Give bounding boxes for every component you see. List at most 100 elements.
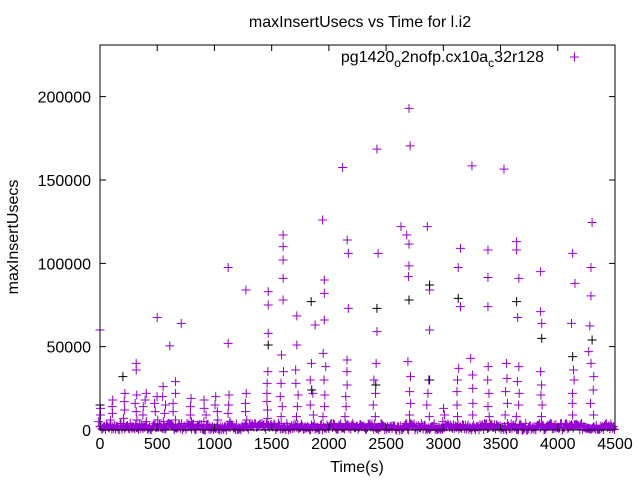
data-point (278, 242, 288, 252)
data-point (152, 313, 162, 322)
data-point (241, 388, 251, 398)
data-point (452, 387, 462, 397)
data-point (293, 390, 303, 400)
data-point (425, 280, 435, 290)
data-point (201, 410, 211, 420)
data-point (292, 311, 302, 321)
data-point (568, 365, 578, 375)
data-point (404, 295, 414, 305)
data-point (537, 380, 547, 390)
data-point (403, 272, 413, 282)
data-point (343, 303, 353, 313)
data-point (586, 398, 596, 408)
data-point (168, 398, 178, 408)
data-point (369, 375, 379, 385)
data-point (589, 410, 599, 420)
data-point (483, 273, 493, 282)
y-tick-label: 0 (82, 423, 91, 440)
data-point (140, 395, 150, 405)
data-point (483, 375, 493, 385)
data-point (211, 392, 221, 402)
data-point (453, 293, 463, 303)
data-point (425, 325, 435, 335)
data-point (425, 375, 435, 385)
data-point (223, 408, 233, 418)
data-point (224, 390, 234, 400)
data-point (404, 239, 414, 249)
data-point (536, 367, 546, 377)
data-point (119, 397, 129, 407)
data-point (199, 417, 209, 427)
data-point (396, 222, 406, 232)
data-point (483, 362, 493, 372)
data-point (263, 413, 273, 423)
data-point (138, 402, 148, 412)
data-point (130, 398, 140, 408)
data-point (537, 318, 547, 328)
data-point (511, 412, 521, 422)
data-point (452, 400, 462, 410)
data-point (514, 362, 524, 372)
data-point (278, 273, 288, 283)
data-point (171, 388, 181, 398)
data-point (405, 141, 415, 151)
data-point (499, 164, 509, 174)
data-point (567, 398, 577, 408)
data-point (422, 222, 432, 232)
data-point (186, 393, 196, 403)
data-point (213, 415, 223, 425)
data-point (456, 243, 465, 253)
x-tick-label: 3000 (426, 436, 462, 453)
data-point (306, 358, 316, 368)
data-point (452, 412, 462, 422)
data-point (275, 392, 285, 402)
data-point (514, 420, 524, 430)
data-point (608, 423, 618, 433)
data-point (158, 392, 168, 402)
data-point (567, 318, 577, 328)
legend: pg1420o2nofp.cx10ac32r128 (341, 49, 579, 70)
data-point (263, 287, 273, 297)
data-point (483, 302, 493, 312)
data-point (468, 410, 478, 420)
data-point (161, 400, 171, 410)
data-point (439, 403, 449, 413)
data-point (586, 263, 596, 272)
data-point (170, 415, 180, 425)
data-point (277, 402, 287, 412)
x-tick-label: 2500 (368, 436, 404, 453)
data-point (370, 412, 380, 422)
data-point (199, 403, 209, 413)
data-point (466, 353, 476, 363)
data-point (512, 377, 522, 387)
data-point (437, 424, 447, 434)
data-point (405, 387, 415, 397)
data-point (158, 417, 168, 427)
x-tick-label: 4500 (597, 436, 633, 453)
data-point (586, 291, 596, 301)
data-point (292, 402, 302, 412)
data-point (278, 255, 288, 265)
data-point (132, 390, 142, 400)
data-point (165, 341, 175, 351)
data-point (589, 372, 599, 382)
data-point (568, 388, 578, 398)
data-point (306, 297, 316, 307)
x-axis-label: Time(s) (330, 459, 384, 476)
data-point (132, 415, 142, 425)
y-tick-label: 50000 (47, 340, 92, 357)
data-point (291, 378, 301, 388)
data-point (141, 417, 151, 427)
data-point (404, 103, 414, 113)
data-point (212, 407, 222, 417)
data-point (341, 402, 351, 412)
data-point (373, 248, 383, 258)
data-point (402, 230, 412, 240)
data-point (320, 390, 330, 400)
data-point (94, 417, 104, 427)
data-point (231, 419, 241, 429)
data-point (225, 417, 235, 427)
data-point (276, 350, 286, 360)
data-point (424, 412, 434, 422)
data-point (500, 410, 510, 420)
